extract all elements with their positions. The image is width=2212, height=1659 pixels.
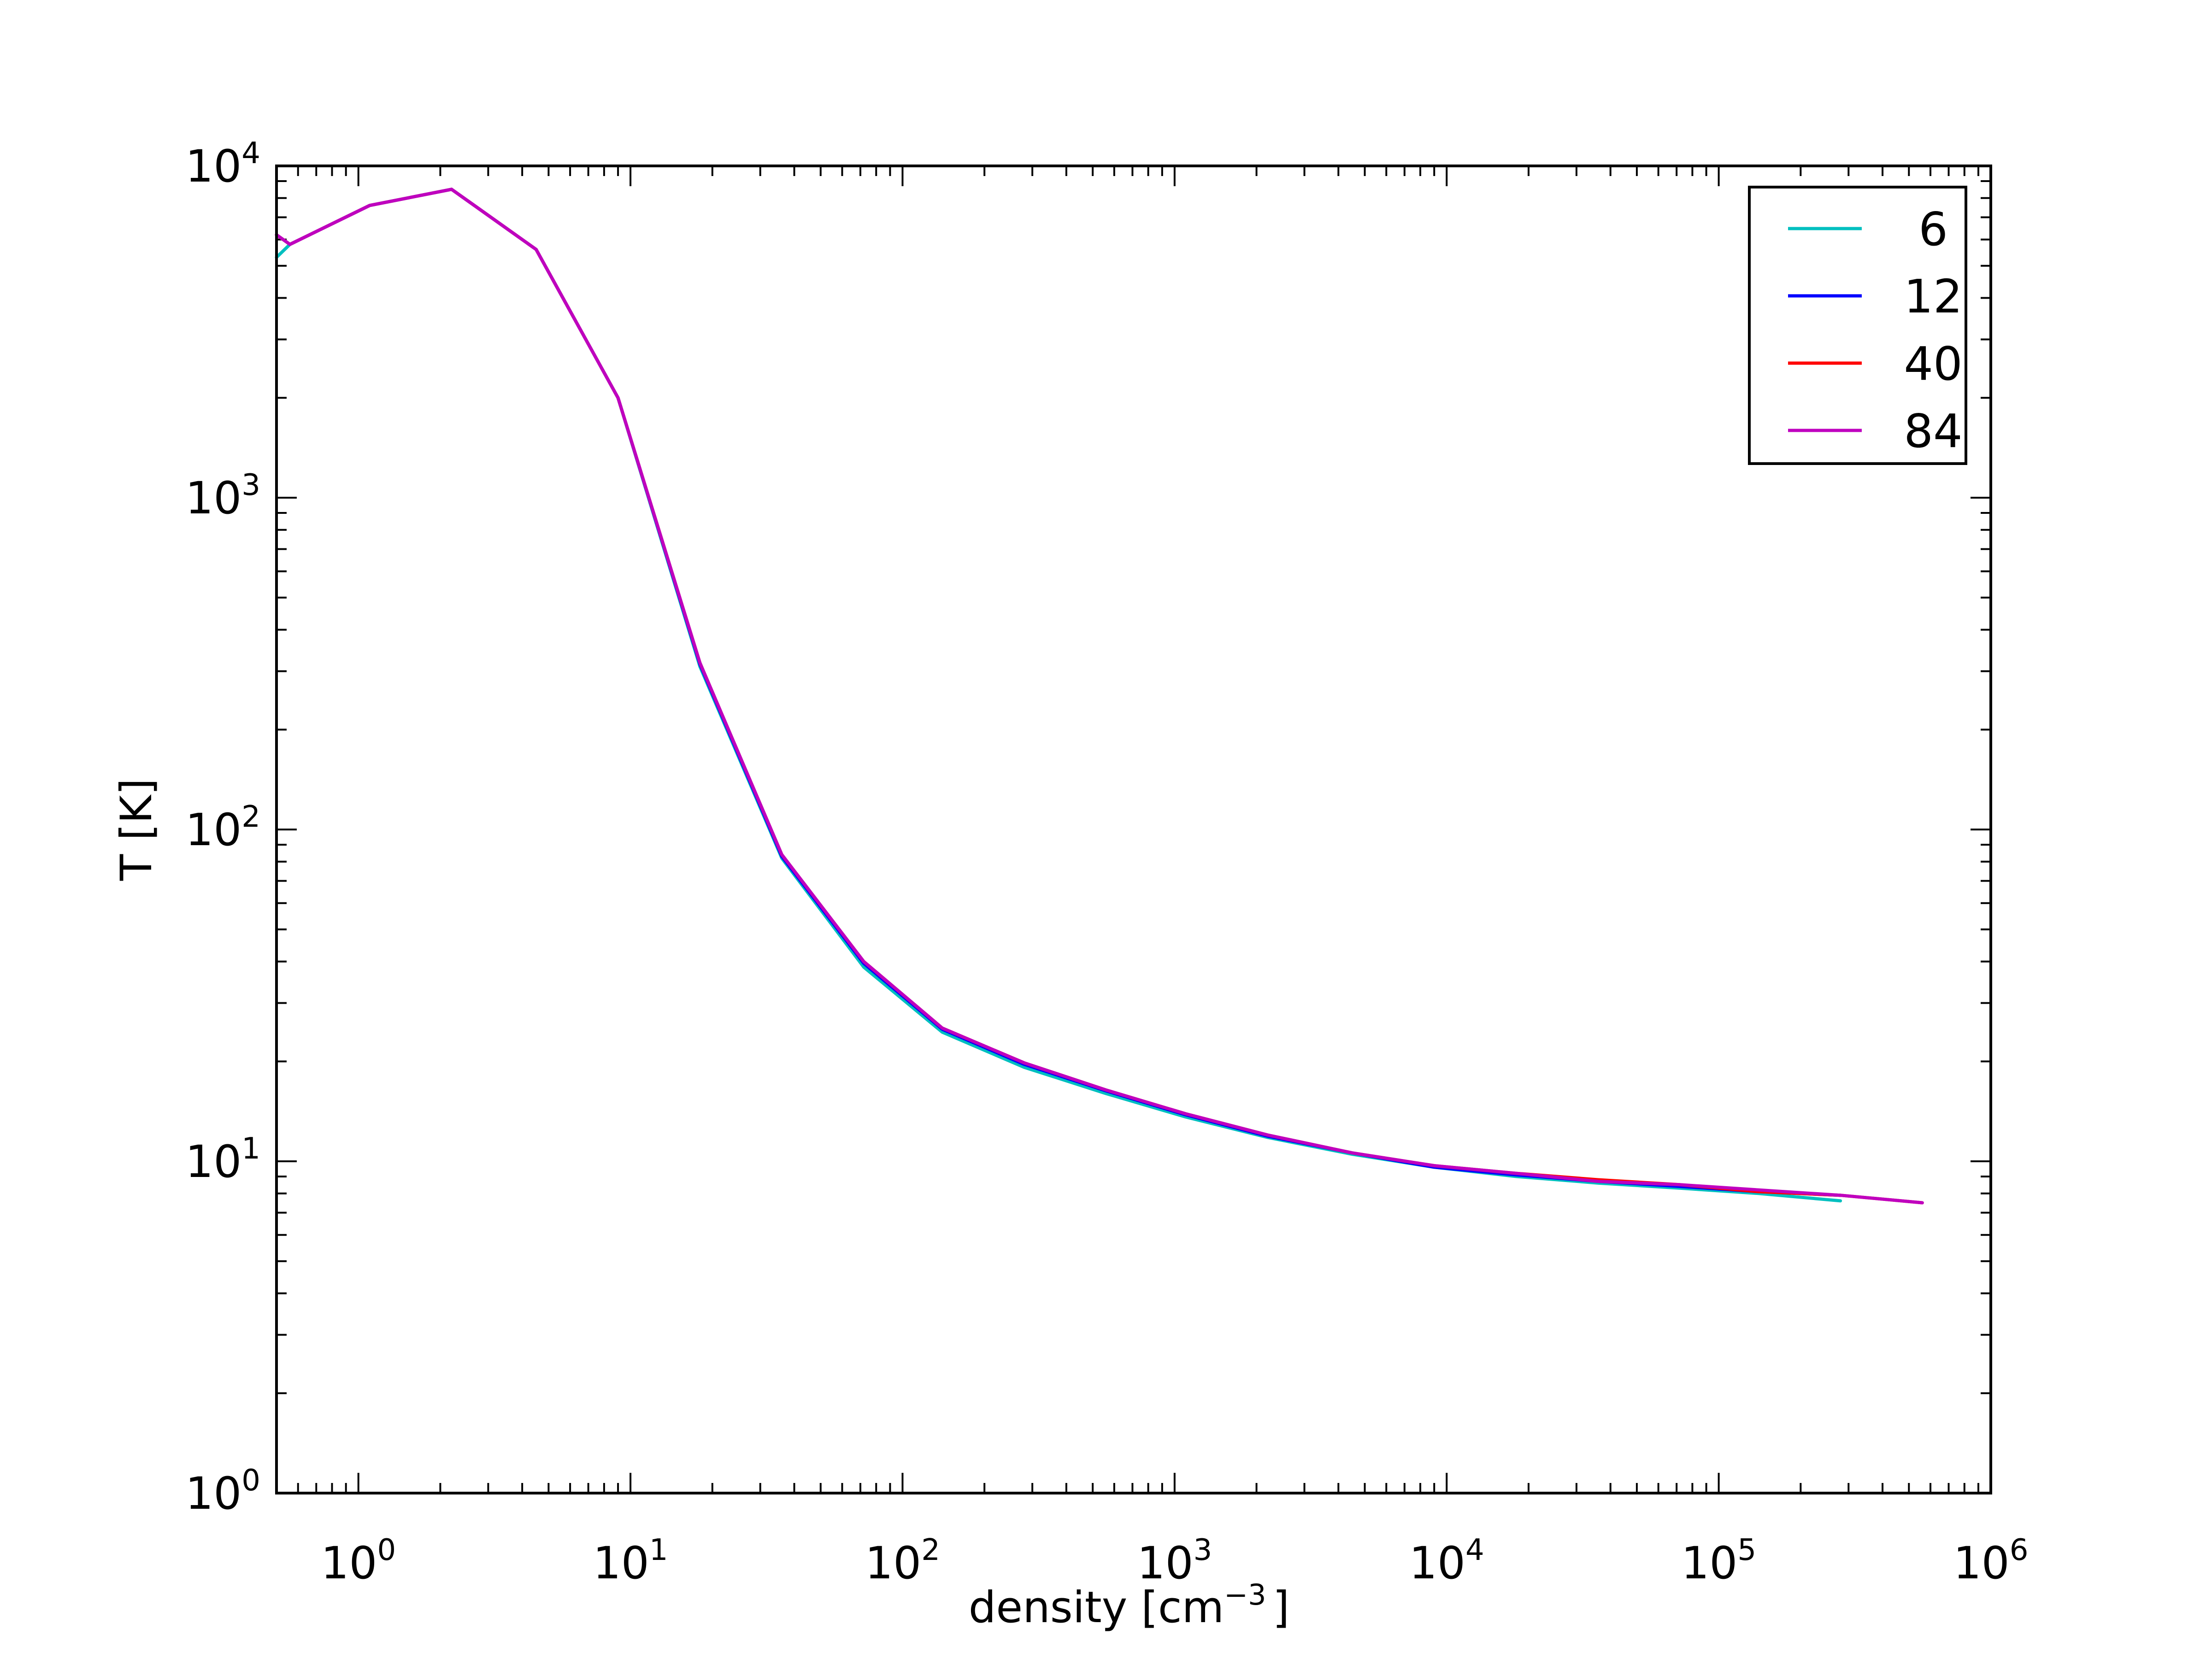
legend-label: 6: [1918, 202, 1948, 256]
y-tick-label: 100: [185, 1464, 260, 1519]
series-group: [275, 188, 1924, 1205]
plot-frame: [275, 165, 1992, 1494]
x-tick-label: 105: [1681, 1533, 1756, 1589]
y-tick-labels: 100 101 102 103 104: [185, 136, 260, 1519]
legend-entries: 6 12 40 84: [1788, 202, 1963, 458]
y-axis-title: T [K]: [112, 778, 162, 881]
legend: 6 12 40 84: [1748, 186, 1967, 465]
x-tick-label: 101: [593, 1533, 668, 1589]
x-tick-label: 106: [1953, 1533, 2029, 1589]
x-axis-title: density [cm−3]: [969, 1578, 1290, 1633]
y-tick-label: 104: [185, 136, 260, 192]
y-tick-label: 103: [185, 468, 260, 524]
x-tick-label: 103: [1137, 1533, 1212, 1589]
y-tick-label: 101: [185, 1132, 260, 1188]
y-tick-label: 102: [185, 800, 260, 856]
legend-label: 84: [1904, 404, 1962, 458]
legend-label: 40: [1904, 337, 1962, 391]
legend-box: [1748, 186, 1967, 465]
legend-label: 12: [1904, 270, 1962, 324]
x-tick-label: 100: [321, 1533, 396, 1589]
series-line-84: [275, 188, 1924, 1205]
minor-ticks: [276, 166, 1991, 1493]
x-tick-label: 104: [1409, 1533, 1484, 1589]
x-tick-label: 102: [865, 1533, 940, 1589]
x-tick-labels: 100 101 102 103 104 105 106: [321, 1533, 2028, 1589]
